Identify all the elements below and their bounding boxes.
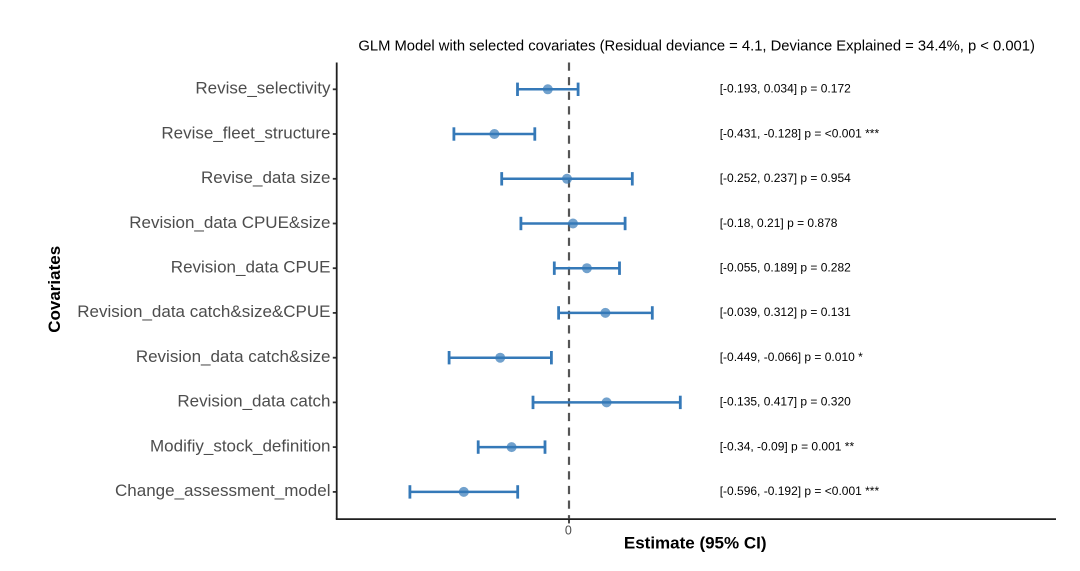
svg-text:[-0.252, 0.237] p = 0.954: [-0.252, 0.237] p = 0.954 xyxy=(720,171,851,185)
svg-text:Revise_selectivity: Revise_selectivity xyxy=(195,79,331,98)
svg-text:[-0.18, 0.21] p = 0.878: [-0.18, 0.21] p = 0.878 xyxy=(720,216,838,230)
svg-text:Estimate (95% CI): Estimate (95% CI) xyxy=(624,533,767,552)
svg-text:Covariates: Covariates xyxy=(45,246,64,333)
svg-text:Change_assessment_model: Change_assessment_model xyxy=(115,481,330,500)
svg-text:Revise_data size: Revise_data size xyxy=(201,168,330,187)
svg-text:Revision_data catch&size: Revision_data catch&size xyxy=(136,347,331,366)
svg-text:0: 0 xyxy=(565,524,572,538)
svg-text:GLM Model with selected covari: GLM Model with selected covariates (Resi… xyxy=(358,39,1035,55)
svg-text:[-0.449, -0.066] p = 0.010 *: [-0.449, -0.066] p = 0.010 * xyxy=(720,350,863,364)
svg-text:[-0.596, -0.192] p = <0.001 **: [-0.596, -0.192] p = <0.001 *** xyxy=(720,484,880,498)
svg-text:Revision_data CPUE: Revision_data CPUE xyxy=(171,258,331,277)
svg-text:[-0.431, -0.128] p = <0.001 **: [-0.431, -0.128] p = <0.001 *** xyxy=(720,126,880,140)
svg-text:[-0.039, 0.312] p = 0.131: [-0.039, 0.312] p = 0.131 xyxy=(720,305,851,319)
svg-text:Revision_data CPUE&size: Revision_data CPUE&size xyxy=(129,213,330,232)
svg-text:[-0.055, 0.189] p = 0.282: [-0.055, 0.189] p = 0.282 xyxy=(720,261,851,275)
svg-text:[-0.193, 0.034] p = 0.172: [-0.193, 0.034] p = 0.172 xyxy=(720,82,851,96)
svg-text:Modifiy_stock_definition: Modifiy_stock_definition xyxy=(150,436,330,455)
svg-text:Revision_data catch: Revision_data catch xyxy=(177,392,330,411)
svg-text:[-0.135, 0.417] p = 0.320: [-0.135, 0.417] p = 0.320 xyxy=(720,395,851,409)
svg-text:Revise_fleet_structure: Revise_fleet_structure xyxy=(161,123,330,142)
svg-text:[-0.34, -0.09] p = 0.001 **: [-0.34, -0.09] p = 0.001 ** xyxy=(720,439,855,453)
svg-text:Revision_data catch&size&CPUE: Revision_data catch&size&CPUE xyxy=(77,302,330,321)
